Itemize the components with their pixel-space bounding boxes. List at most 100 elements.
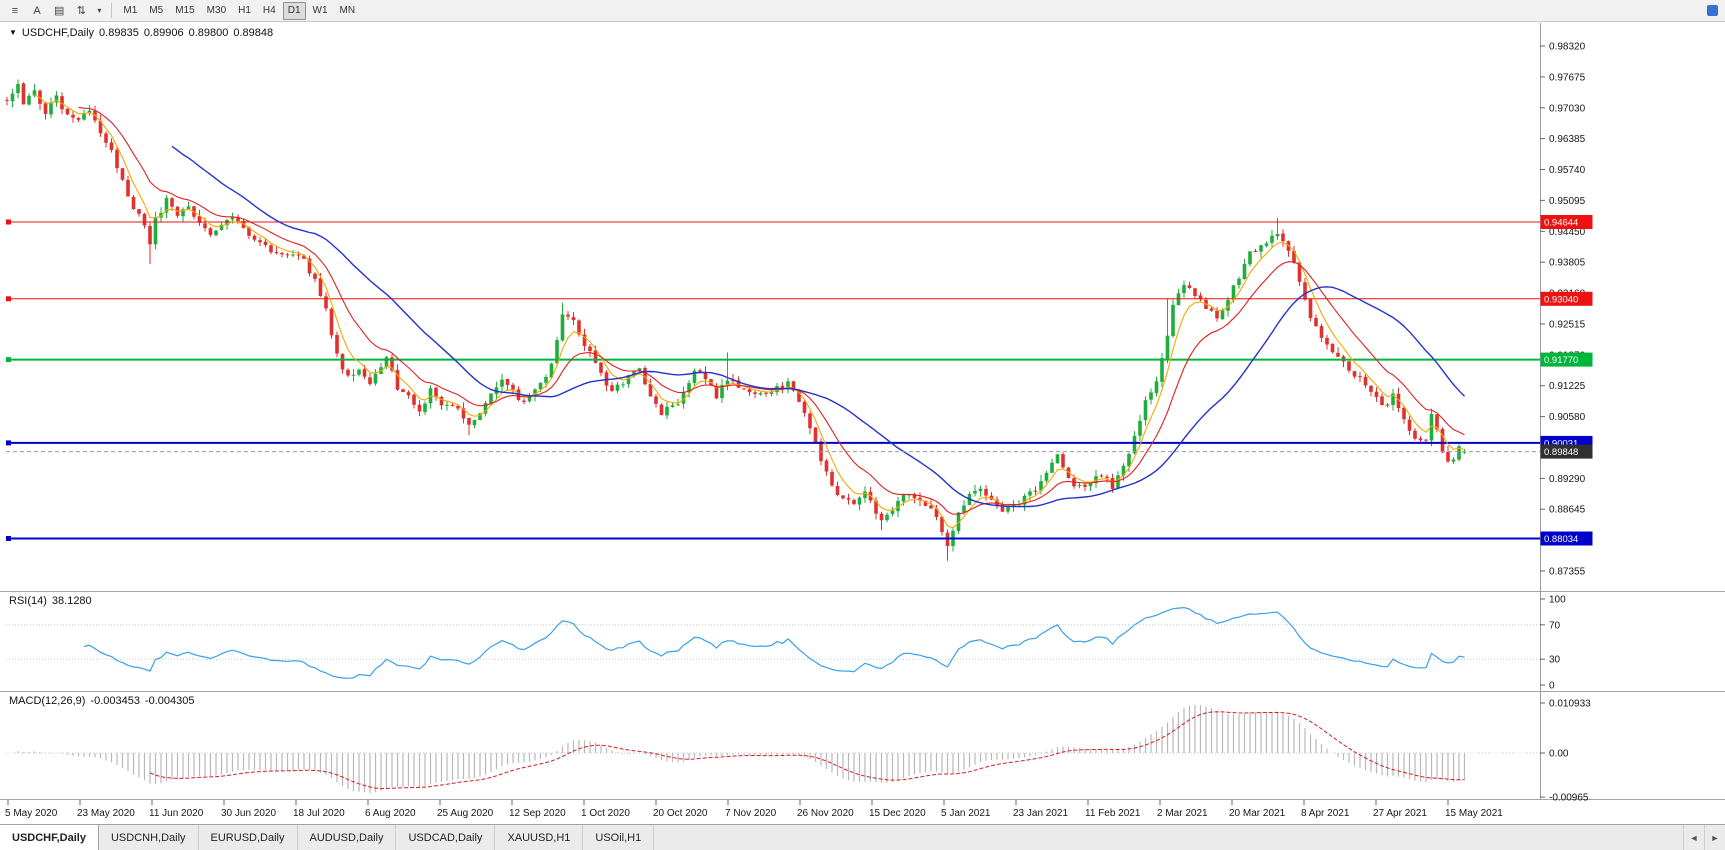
timeframe-h4-button[interactable]: H4 (258, 2, 281, 20)
tab-usdchf-daily[interactable]: USDCHF,Daily (0, 825, 99, 850)
chart-window-icon[interactable]: ▤ (49, 2, 69, 20)
timeframe-mn-button[interactable]: MN (335, 2, 361, 20)
rsi-label: RSI(14) (9, 595, 47, 607)
tab-usdcad-daily[interactable]: USDCAD,Daily (396, 825, 496, 850)
arrows-icon[interactable]: ⇅ (71, 2, 91, 20)
timeframe-m30-button[interactable]: M30 (202, 2, 231, 20)
svg-text:30: 30 (1549, 655, 1561, 666)
svg-text:25 Aug 2020: 25 Aug 2020 (437, 808, 494, 819)
rsi-line (83, 606, 1465, 679)
timeframe-m1-button[interactable]: M1 (118, 2, 142, 20)
svg-text:0.91225: 0.91225 (1549, 381, 1586, 392)
svg-text:100: 100 (1549, 595, 1566, 606)
chart-surface[interactable]: 0.98320 0.97675 0.97030 0.96385 0.95740 0.950… (0, 23, 1725, 824)
tab-xauusd-h1[interactable]: XAUUSD,H1 (495, 825, 584, 850)
symbol-name: USDCHF,Daily (21, 27, 95, 39)
svg-text:7 Nov 2020: 7 Nov 2020 (725, 808, 777, 819)
svg-text:0.91770: 0.91770 (1544, 355, 1578, 366)
timeframe-w1-button[interactable]: W1 (308, 2, 333, 20)
level-lines[interactable] (6, 219, 1540, 542)
tab-audusd-daily[interactable]: AUDUSD,Daily (298, 825, 397, 850)
svg-text:0.89290: 0.89290 (1549, 474, 1586, 485)
toolbar-separator (111, 3, 113, 18)
tab-scroll-right-button[interactable]: ► (1704, 825, 1725, 850)
macd-panel: 0.010933 0.00 -0.00965 (6, 699, 1591, 804)
svg-text:20 Mar 2021: 20 Mar 2021 (1229, 808, 1286, 819)
cursor-a-icon[interactable]: A (27, 2, 47, 20)
macd-header: MACD(12,26,9) -0.003453 -0.004305 (9, 695, 195, 707)
candles (5, 79, 1467, 561)
collapse-marker-icon: ▼ (9, 28, 17, 37)
svg-text:0.98320: 0.98320 (1549, 42, 1586, 53)
panel-separators (0, 23, 1725, 800)
ma-fast-line (34, 94, 1465, 529)
svg-text:0.97030: 0.97030 (1549, 103, 1586, 114)
svg-text:18 Jul 2020: 18 Jul 2020 (293, 808, 345, 819)
ma-slow-line (171, 145, 1465, 508)
quote-open: 0.89835 (99, 27, 139, 39)
tab-bar-spacer (654, 825, 1683, 850)
tab-scroll-left-button[interactable]: ◄ (1683, 825, 1704, 850)
svg-text:27 Apr 2021: 27 Apr 2021 (1373, 808, 1427, 819)
quote-close: 0.89848 (233, 27, 274, 39)
timeframe-d1-button[interactable]: D1 (282, 1, 306, 20)
svg-text:5 May 2020: 5 May 2020 (5, 808, 58, 819)
svg-text:11 Feb 2021: 11 Feb 2021 (1085, 808, 1141, 819)
price-axis[interactable]: 0.98320 0.97675 0.97030 0.96385 0.95740 0.950… (1540, 42, 1586, 578)
dropdown-caret-icon[interactable]: ▾ (93, 2, 105, 20)
svg-text:0.93040: 0.93040 (1544, 294, 1578, 305)
svg-text:0.87355: 0.87355 (1549, 567, 1586, 578)
svg-text:1 Oct 2020: 1 Oct 2020 (581, 808, 630, 819)
tab-bar: USDCHF,Daily USDCNH,Daily EURUSD,Daily AUDU… (0, 824, 1725, 850)
corner-glyph (1707, 5, 1718, 16)
svg-text:23 May 2020: 23 May 2020 (77, 808, 135, 819)
svg-text:0.90580: 0.90580 (1549, 412, 1586, 423)
top-toolbar: ≡ A ▤ ⇅ ▾ M1 M5 M15 M30 H1 H4 D1 W1 MN (0, 0, 1725, 22)
svg-text:0.88645: 0.88645 (1549, 505, 1586, 516)
svg-text:8 Apr 2021: 8 Apr 2021 (1301, 808, 1350, 819)
price-badges: 0.94644 0.93040 0.91770 0.90031 0.88034 0.898… (1540, 215, 1593, 546)
svg-text:20 Oct 2020: 20 Oct 2020 (653, 808, 708, 819)
rsi-panel: 100 70 30 0 (6, 595, 1566, 692)
tab-usdcnh-daily[interactable]: USDCNH,Daily (99, 825, 199, 850)
macd-value-main: -0.003453 (90, 695, 140, 707)
svg-text:23 Jan 2021: 23 Jan 2021 (1013, 808, 1068, 819)
svg-text:0.94644: 0.94644 (1544, 218, 1578, 229)
svg-text:11 Jun 2020: 11 Jun 2020 (149, 808, 204, 819)
svg-text:0.97675: 0.97675 (1549, 72, 1586, 83)
macd-label: MACD(12,26,9) (9, 695, 86, 707)
svg-text:-0.00965: -0.00965 (1549, 793, 1589, 804)
svg-text:0.00: 0.00 (1549, 749, 1569, 760)
rsi-value: 38.1280 (51, 595, 92, 607)
svg-text:26 Nov 2020: 26 Nov 2020 (797, 808, 854, 819)
svg-text:0.90031: 0.90031 (1544, 438, 1578, 449)
ma-medium-line (78, 106, 1465, 515)
date-axis[interactable]: 5 May 2020 23 May 2020 11 Jun 2020 30 Jun 2… (5, 800, 1503, 819)
svg-text:0: 0 (1549, 681, 1555, 692)
timeframe-h1-button[interactable]: H1 (233, 2, 256, 20)
svg-text:0.94450: 0.94450 (1549, 227, 1586, 238)
timeframe-group: M1 M5 M15 M30 H1 H4 D1 W1 MN (117, 1, 361, 20)
svg-text:15 May 2021: 15 May 2021 (1445, 808, 1503, 819)
macd-value-signal: -0.004305 (144, 695, 195, 707)
timeframe-m5-button[interactable]: M5 (144, 2, 168, 20)
svg-text:12 Sep 2020: 12 Sep 2020 (509, 808, 566, 819)
tab-eurusd-daily[interactable]: EURUSD,Daily (199, 825, 298, 850)
quote-low: 0.89800 (188, 27, 229, 39)
svg-text:5 Jan 2021: 5 Jan 2021 (941, 808, 991, 819)
chart-window[interactable]: 0.98320 0.97675 0.97030 0.96385 0.95740 0.950… (0, 23, 1725, 824)
timeframe-m15-button[interactable]: M15 (170, 2, 199, 20)
chart-list-icon[interactable]: ≡ (5, 2, 25, 20)
symbol-header: ▼ USDCHF,Daily 0.89835 0.89906 0.89800 0… (9, 27, 273, 39)
svg-text:15 Dec 2020: 15 Dec 2020 (869, 808, 926, 819)
svg-text:0.010933: 0.010933 (1549, 699, 1591, 710)
svg-text:0.93805: 0.93805 (1549, 258, 1586, 269)
svg-text:0.95740: 0.95740 (1549, 165, 1586, 176)
rsi-header: RSI(14) 38.1280 (9, 595, 92, 607)
macd-histogram (17, 704, 1466, 793)
toolbar-icons: ≡ A ▤ ⇅ ▾ (4, 2, 106, 20)
svg-text:30 Jun 2020: 30 Jun 2020 (221, 808, 276, 819)
tab-usoil-h1[interactable]: USOil,H1 (583, 825, 655, 850)
svg-text:0.89848: 0.89848 (1544, 447, 1578, 458)
svg-text:0.96385: 0.96385 (1549, 134, 1586, 145)
